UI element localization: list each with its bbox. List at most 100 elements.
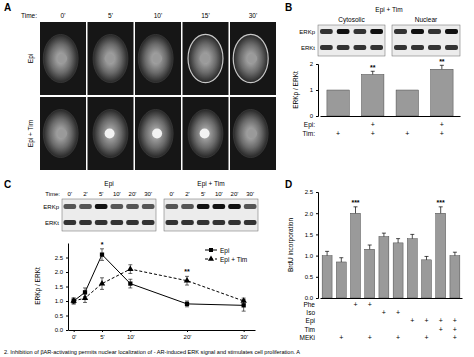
- tick-mark: [74, 330, 75, 332]
- tick-label: 2.0: [305, 211, 314, 217]
- nucleus: [105, 129, 115, 139]
- time-label: 5': [99, 191, 103, 197]
- significance: ***: [351, 199, 359, 206]
- condition-label: Phe: [303, 301, 315, 308]
- time-label: 0': [170, 191, 174, 197]
- bar: [396, 90, 418, 116]
- time-label: 2': [83, 191, 87, 197]
- bar: [407, 239, 417, 298]
- tick-label: 5': [100, 334, 104, 340]
- band: [320, 45, 333, 50]
- marker: [70, 297, 76, 303]
- error-bar: [325, 251, 329, 255]
- tick-mark: [316, 213, 318, 214]
- significance: ***: [437, 199, 445, 206]
- bar: [327, 90, 349, 116]
- tick-mark: [316, 298, 318, 299]
- time-label: 20': [129, 191, 137, 197]
- nucleus: [152, 54, 162, 64]
- micrograph: [88, 22, 134, 95]
- axis-line: [321, 298, 463, 299]
- time-label: 10': [215, 191, 223, 197]
- axis: 0'5'10'20'30': [69, 330, 256, 340]
- condition-mark: +: [368, 301, 372, 308]
- condition-mark: +: [440, 121, 444, 128]
- time-label: 10': [113, 191, 121, 197]
- blot-row-label: ERKt: [45, 220, 59, 226]
- cell: [43, 34, 78, 82]
- marker: [82, 294, 88, 300]
- tick-mark: [66, 272, 68, 273]
- axis-line: [316, 65, 319, 117]
- tick-label: 1: [310, 87, 314, 93]
- band: [142, 220, 155, 225]
- tick: 20': [184, 330, 192, 340]
- panel-label: A: [4, 2, 11, 13]
- condition-mark: +: [382, 309, 386, 316]
- tick-mark: [187, 330, 188, 332]
- tick-label: 1.5: [55, 284, 64, 290]
- band: [181, 204, 194, 209]
- tick-label: 20': [184, 334, 192, 340]
- significance: **: [184, 268, 190, 275]
- panel-label: C: [4, 179, 11, 190]
- tick-label: 2.5: [305, 189, 314, 195]
- tick-mark: [316, 64, 318, 65]
- row-label: Epi: [27, 54, 35, 63]
- band: [126, 220, 139, 225]
- tick: 2.5: [55, 255, 68, 261]
- tick: 5': [100, 330, 104, 340]
- bar: [393, 243, 403, 298]
- axis: 0.00.51.01.52.02.5: [305, 189, 319, 301]
- micrograph: [183, 97, 229, 170]
- blot: [318, 25, 385, 56]
- tick: 0': [72, 330, 76, 340]
- bars: [322, 207, 460, 298]
- panel-label: B: [285, 2, 292, 13]
- panel-label: D: [285, 179, 292, 190]
- band: [111, 204, 124, 209]
- nucleus: [57, 54, 67, 64]
- error-bar: [425, 256, 429, 259]
- bar: [365, 249, 375, 298]
- tick-mark: [66, 258, 68, 259]
- series-line: [74, 255, 244, 306]
- band: [197, 204, 210, 209]
- error-bar: [354, 207, 358, 213]
- bar: [450, 256, 460, 298]
- tick-label: 1.0: [305, 253, 314, 259]
- tick-label: 1.5: [305, 232, 314, 238]
- band: [166, 220, 179, 225]
- blot-row-label: ERKp: [299, 29, 315, 35]
- tick: 0.0: [55, 327, 68, 333]
- time-label: Time:: [45, 191, 60, 197]
- tick: 0.5: [305, 274, 318, 280]
- blot-header: Epi + Tim: [375, 6, 402, 14]
- legend-label: Epi: [220, 247, 229, 255]
- time-label: 30': [144, 191, 152, 197]
- bars: [327, 65, 453, 116]
- band: [181, 220, 194, 225]
- axis-line: [316, 193, 319, 299]
- blot-column: Cytosolic: [338, 16, 365, 24]
- tick-label: 2: [310, 61, 314, 67]
- band: [197, 220, 210, 225]
- tick-label: 2.5: [55, 255, 64, 261]
- tick: 1.5: [305, 232, 318, 238]
- x-axis: [321, 298, 463, 299]
- x-axis: [321, 116, 461, 117]
- band: [79, 220, 92, 225]
- axis-line: [69, 330, 256, 331]
- condition-mark: +: [339, 334, 343, 341]
- condition-mark: +: [353, 301, 357, 308]
- error-bar: [410, 234, 414, 238]
- micrograph: [183, 22, 229, 95]
- micrograph: [230, 22, 276, 95]
- bar: [431, 69, 453, 116]
- legend: EpiEpi + Tim: [205, 247, 247, 264]
- band: [111, 220, 124, 225]
- axis: 0.00.51.01.52.02.5: [55, 244, 69, 334]
- condition-mark: +: [396, 334, 400, 341]
- tick: 2.0: [305, 211, 318, 217]
- cell: [93, 34, 128, 82]
